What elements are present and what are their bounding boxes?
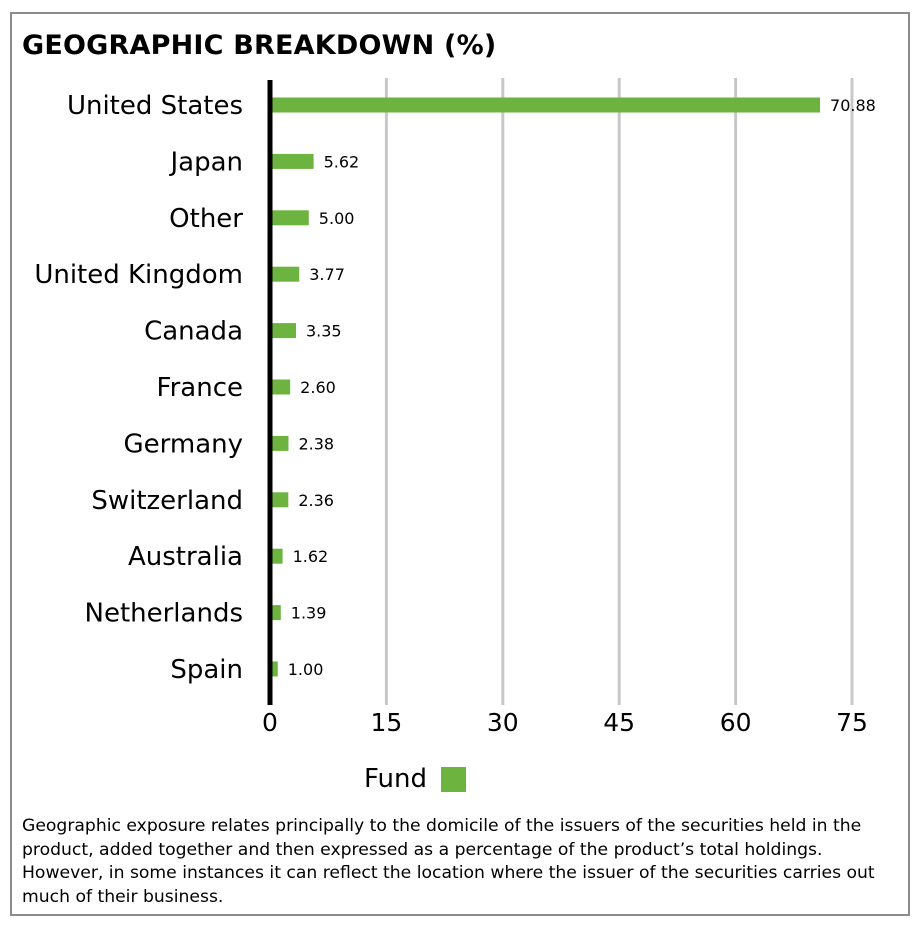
x-tick-label: 60 xyxy=(720,708,752,737)
category-label: France xyxy=(157,373,243,403)
category-label: Other xyxy=(169,204,243,234)
x-tick-label: 15 xyxy=(370,708,402,737)
x-tick-label: 45 xyxy=(603,708,635,737)
bar-chart: United States Japan Other United Kingdom Can… xyxy=(34,78,876,737)
category-label: Switzerland xyxy=(91,486,243,516)
category-label: Australia xyxy=(128,542,243,572)
category-label: United Kingdom xyxy=(34,260,243,290)
x-tick-label: 75 xyxy=(836,708,868,737)
gridlines xyxy=(384,78,854,705)
category-label: Germany xyxy=(123,429,243,459)
data-label: 2.38 xyxy=(298,434,334,453)
x-tick-labels: 0 15 30 45 60 75 xyxy=(262,708,868,737)
data-label: 1.39 xyxy=(291,604,327,623)
bar xyxy=(270,323,296,339)
data-label: 1.00 xyxy=(288,660,324,679)
data-label: 2.60 xyxy=(300,378,336,397)
chart-title: GEOGRAPHIC BREAKDOWN (%) xyxy=(22,30,497,61)
data-label: 3.77 xyxy=(309,265,345,284)
bar xyxy=(270,435,289,451)
data-labels: 70.88 5.62 5.00 3.77 3.35 2.60 2.38 2.36 1.62 1.3… xyxy=(288,96,876,679)
legend-label: Fund xyxy=(364,764,427,794)
data-label: 3.35 xyxy=(306,322,342,341)
legend: Fund xyxy=(364,764,466,794)
category-label: Canada xyxy=(144,317,243,347)
category-label: United States xyxy=(67,91,243,121)
bar xyxy=(270,97,821,113)
data-label: 5.00 xyxy=(319,209,355,228)
category-label: Spain xyxy=(170,655,243,685)
category-labels: United States Japan Other United Kingdom Can… xyxy=(34,91,243,685)
category-label: Netherlands xyxy=(85,599,244,629)
data-label: 5.62 xyxy=(324,152,360,171)
legend-swatch xyxy=(441,766,466,792)
x-tick-label: 0 xyxy=(262,708,278,737)
bars xyxy=(270,97,821,677)
x-tick-label: 30 xyxy=(487,708,519,737)
bar xyxy=(270,210,309,226)
bar xyxy=(270,153,314,169)
data-label: 2.36 xyxy=(298,491,334,510)
footnote: Geographic exposure relates principally … xyxy=(22,816,875,907)
data-label: 70.88 xyxy=(830,96,876,115)
bar xyxy=(270,605,281,621)
data-label: 1.62 xyxy=(293,547,329,566)
bar xyxy=(270,492,289,508)
chart-frame xyxy=(10,12,910,916)
category-label: Japan xyxy=(168,147,243,177)
bar xyxy=(270,661,278,677)
bar xyxy=(270,548,283,564)
bar xyxy=(270,266,300,282)
bar xyxy=(270,379,291,395)
